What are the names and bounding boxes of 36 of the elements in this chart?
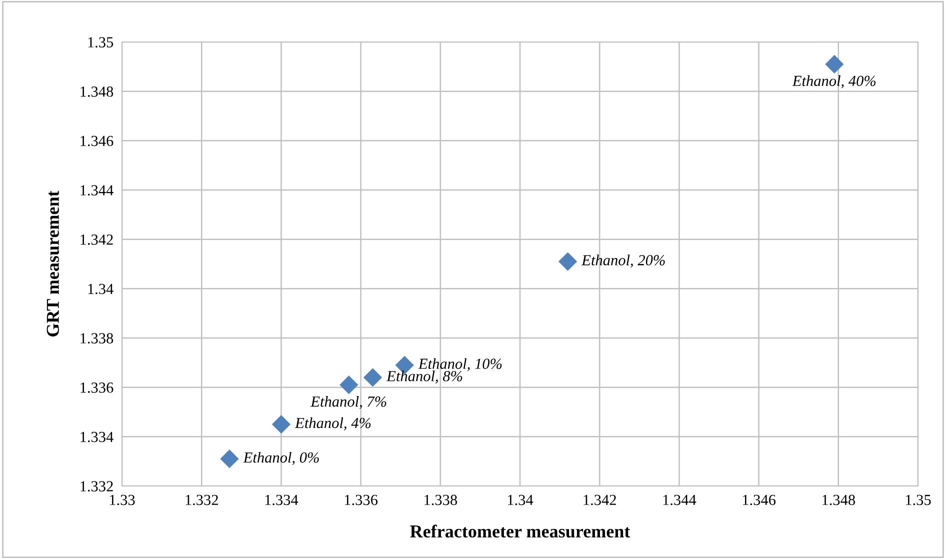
x-tick-label: 1.344: [663, 494, 696, 506]
annotation: Ethanol, 4%: [294, 417, 371, 430]
x-tick-label: 1.35: [906, 494, 931, 506]
x-tick-label: 1.342: [584, 494, 616, 506]
annotation: Ethanol, 20%: [581, 254, 665, 268]
point: [272, 415, 291, 434]
x-tick-label: 1.33: [110, 494, 135, 506]
y-tick-label: 1.334: [80, 432, 114, 442]
y-tick-label: 1.35: [88, 37, 114, 48]
x-tick-label: 1.348: [822, 494, 856, 506]
x-tick-label: 1.336: [344, 494, 378, 506]
y-tick-label: 1.344: [80, 185, 114, 196]
y-tick-label: 1.348: [80, 86, 114, 97]
point: [825, 54, 844, 74]
point: [220, 450, 239, 468]
x-axis-title: Refractometer measurement: [410, 524, 630, 538]
y-tick-label: 1.342: [80, 234, 113, 245]
annotation: Ethanol, 7%: [310, 396, 386, 409]
annotation: Ethanol, 0%: [243, 452, 319, 465]
x-tick-label: 1.332: [186, 494, 218, 506]
x-tick-label: 1.34: [508, 494, 534, 506]
annotation: Ethanol, 10%: [418, 358, 502, 372]
x-tick-label: 1.338: [424, 494, 458, 506]
point: [363, 368, 382, 387]
y-tick-label: 1.332: [80, 481, 113, 492]
y-tick-label: 1.338: [80, 333, 114, 344]
y-axis-title: GRT measurement: [46, 190, 59, 336]
y-tick-label: 1.346: [80, 136, 114, 146]
point: [558, 252, 578, 271]
x-tick-label: 1.346: [742, 494, 776, 506]
x-tick-label: 1.334: [265, 494, 298, 506]
annotation: Ethanol, 8%: [386, 370, 462, 384]
point: [340, 376, 358, 394]
y-tick-label: 1.336: [80, 382, 114, 393]
y-tick-label: 1.34: [88, 284, 114, 294]
annotation: Ethanol, 40%: [792, 75, 876, 88]
